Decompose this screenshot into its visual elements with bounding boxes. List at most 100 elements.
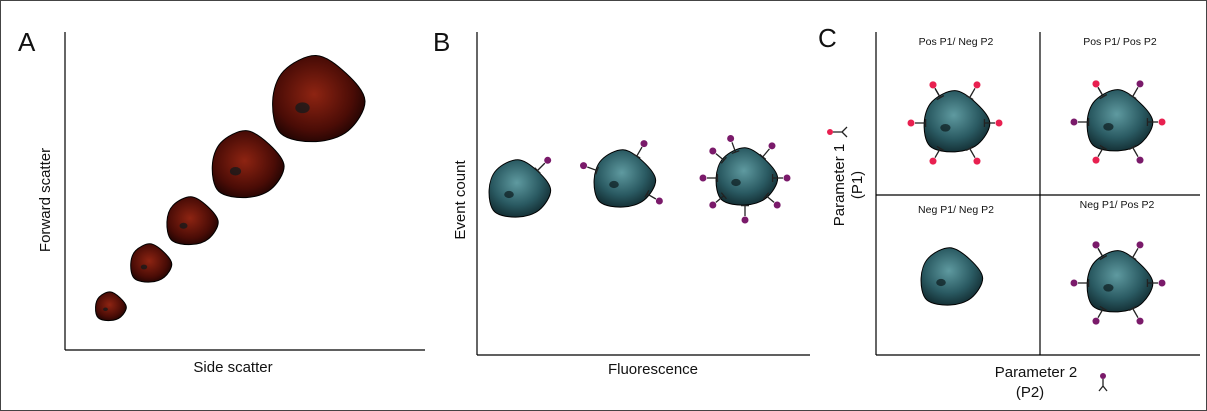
cell: [593, 149, 657, 208]
cell: [1086, 250, 1154, 313]
antibody: [595, 166, 600, 175]
nucleus: [1103, 283, 1114, 292]
fluorophore-icon: [1100, 373, 1106, 379]
antibody: [763, 192, 770, 200]
antibody: [1099, 254, 1108, 261]
panel-letter: B: [433, 27, 450, 57]
antibody: [762, 148, 770, 158]
nucleus: [140, 264, 148, 270]
nucleus: [731, 178, 741, 187]
antibody: [715, 153, 725, 161]
fluorophore: [1136, 317, 1144, 325]
fluorophore: [580, 162, 588, 170]
antibody: [1128, 254, 1137, 261]
antibody: [731, 142, 737, 153]
antibody: [969, 148, 976, 158]
quadrant-label: Pos P1/ Pos P2: [1083, 36, 1157, 48]
fluorophore: [929, 157, 937, 165]
antibody: [636, 146, 643, 157]
panel-letter: A: [18, 27, 36, 57]
antibody: [1132, 248, 1139, 258]
fluorophore: [709, 147, 717, 155]
fluorophore: [640, 140, 648, 148]
fluorophore: [1158, 279, 1166, 287]
nucleus: [504, 190, 514, 199]
antibody: [1132, 308, 1139, 318]
antibody: [537, 162, 546, 171]
fluorophore: [1092, 317, 1100, 325]
antibody: [934, 148, 941, 158]
fluorophore: [973, 81, 981, 89]
y-axis-label: Parameter 1: [831, 144, 848, 227]
cell: [923, 90, 991, 153]
fluorophore-icon: [827, 129, 833, 135]
antibody: [1097, 87, 1104, 97]
antibody: [644, 190, 650, 198]
fluorophore: [768, 142, 776, 150]
x-axis-label: (P2): [1016, 384, 1044, 401]
fluorophore: [1070, 279, 1078, 287]
fluorophore: [773, 201, 781, 209]
fluorophore: [929, 81, 937, 89]
antibody: [936, 94, 945, 101]
y-axis-label: (P1): [849, 171, 866, 199]
quadrant-label: Pos P1/ Neg P2: [919, 36, 994, 48]
antibody: [965, 94, 974, 101]
cell: [211, 130, 285, 199]
fluorophore: [907, 119, 915, 127]
nucleus: [103, 307, 108, 312]
cell: [272, 55, 366, 143]
antibody: [1099, 93, 1108, 100]
nucleus: [229, 167, 242, 176]
nucleus: [609, 180, 619, 189]
cell: [488, 159, 552, 218]
fluorophore: [1092, 80, 1100, 88]
y-axis-label: Forward scatter: [37, 148, 54, 252]
antibody: [534, 167, 541, 174]
nucleus: [295, 102, 310, 114]
cell: [130, 243, 173, 283]
antibody: [1128, 305, 1137, 312]
y-axis-label: Event count: [452, 160, 469, 240]
antibody: [720, 156, 727, 164]
antibody: [759, 153, 767, 160]
quadrant-label: Neg P1/ Pos P2: [1080, 199, 1155, 211]
fluorophore: [544, 156, 552, 164]
x-axis-label: Parameter 2: [995, 364, 1078, 381]
antibody-icon: [833, 126, 848, 138]
cell: [920, 247, 984, 306]
nucleus: [936, 278, 946, 287]
antibody: [1132, 147, 1139, 157]
cell: [166, 196, 219, 246]
fluorophore: [699, 174, 707, 182]
antibody: [965, 145, 974, 152]
antibody: [1097, 147, 1104, 157]
antibody: [936, 145, 945, 152]
antibody: [1132, 87, 1139, 97]
antibody: [1099, 305, 1108, 312]
fluorophore: [973, 157, 981, 165]
antibody: [934, 88, 941, 98]
fluorophore: [1092, 241, 1100, 249]
quadrant-label: Neg P1/ Neg P2: [918, 204, 994, 216]
fluorophore: [1136, 241, 1144, 249]
nucleus: [1103, 122, 1114, 131]
x-axis-label: Side scatter: [193, 359, 272, 376]
fluorophore: [655, 197, 663, 205]
panel-letter: C: [818, 23, 837, 53]
cell: [95, 291, 127, 322]
antibody: [587, 166, 598, 172]
antibody: [633, 153, 641, 159]
x-axis-label: Fluorescence: [608, 361, 698, 378]
antibody: [715, 195, 725, 203]
fluorophore: [995, 119, 1003, 127]
fluorophore: [1070, 118, 1078, 126]
fluorophore: [1158, 118, 1166, 126]
fluorophore: [783, 174, 791, 182]
nucleus: [179, 222, 188, 229]
antibody: [1097, 248, 1104, 258]
fluorophore: [741, 216, 749, 224]
antibody: [720, 192, 727, 200]
fluorophore: [727, 135, 735, 143]
